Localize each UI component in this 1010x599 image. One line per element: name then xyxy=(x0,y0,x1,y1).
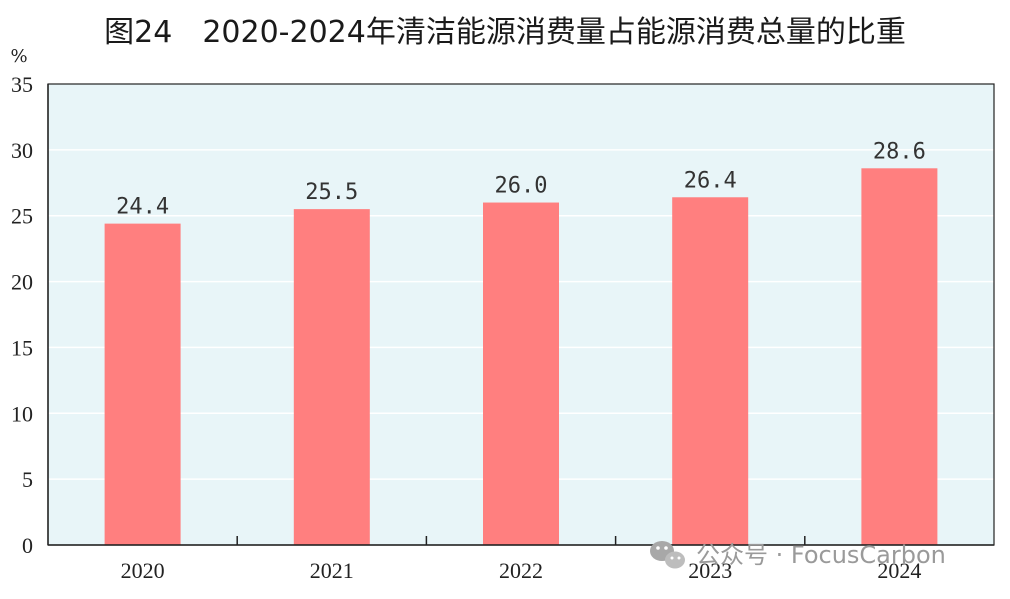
x-tick-label-2021: 2021 xyxy=(310,558,354,583)
x-tick-label-2023: 2023 xyxy=(688,558,732,583)
x-tick-label-2020: 2020 xyxy=(121,558,165,583)
bars xyxy=(104,168,938,546)
y-tick-labels: 0 5 10 15 20 25 30 35 xyxy=(11,72,33,558)
bar-2020 xyxy=(104,223,181,546)
watermark: 公众号 · FocusCarbon xyxy=(650,541,946,569)
axes xyxy=(47,83,995,546)
x-tick-labels: 2020 2021 2022 2023 2024 xyxy=(121,558,922,583)
bar-2024 xyxy=(861,168,938,545)
data-label-2022: 26.0 xyxy=(495,174,548,199)
data-label-2024: 28.6 xyxy=(873,139,926,164)
x-tick-label-2024: 2024 xyxy=(877,558,921,583)
y-tick-label: 25 xyxy=(11,204,33,229)
wechat-icon xyxy=(650,541,685,569)
y-tick-label: 35 xyxy=(11,72,33,97)
data-label-2023: 26.4 xyxy=(684,168,737,193)
bar-2023 xyxy=(672,197,749,545)
watermark-text: 公众号 · FocusCarbon xyxy=(696,541,946,569)
y-axis-unit: % xyxy=(10,46,27,67)
y-tick-label: 30 xyxy=(11,138,33,163)
chart-title: 图24 2020-2024年清洁能源消费量占能源消费总量的比重 xyxy=(104,15,906,50)
bar-2022 xyxy=(483,202,559,546)
bar-2021 xyxy=(293,209,370,545)
y-tick-label: 20 xyxy=(11,270,33,295)
data-label-2021: 25.5 xyxy=(305,180,358,205)
data-labels: 24.4 25.5 26.0 26.4 28.6 xyxy=(116,139,926,219)
y-tick-label: 0 xyxy=(22,533,33,558)
y-tick-label: 5 xyxy=(22,467,33,492)
y-tick-label: 10 xyxy=(11,401,33,426)
y-tick-label: 15 xyxy=(11,335,33,360)
data-label-2020: 24.4 xyxy=(116,195,169,220)
x-tick-label-2022: 2022 xyxy=(499,558,543,583)
plot-frame xyxy=(47,83,995,546)
